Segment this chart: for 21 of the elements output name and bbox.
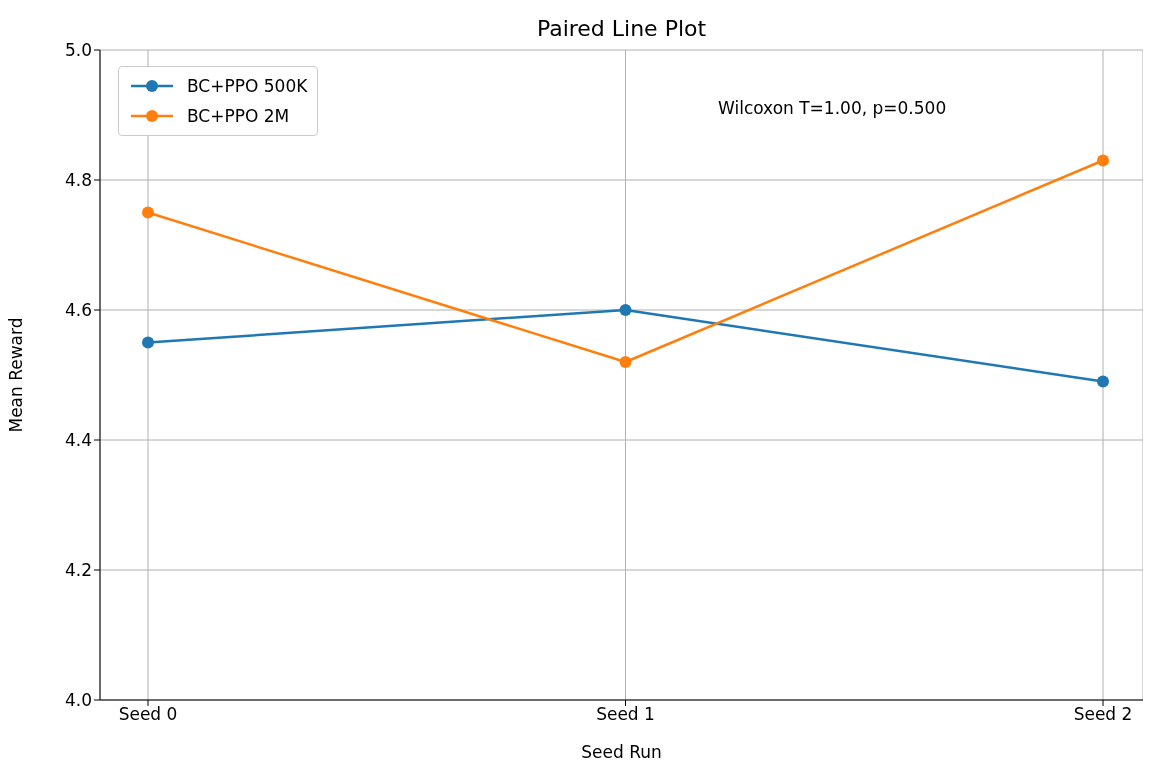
y-tick-label: 4.8 (64, 170, 92, 191)
y-tick-label: 4.2 (64, 560, 92, 581)
x-tick-label: Seed 0 (118, 704, 178, 725)
chart-title: Paired Line Plot (535, 16, 708, 41)
legend-label: BC+PPO 2M (187, 105, 290, 128)
point (1097, 375, 1109, 388)
point (1097, 154, 1109, 167)
x-axis-title: Seed Run (581, 742, 662, 762)
point (619, 304, 632, 316)
y-axis-title: Mean Reward (6, 317, 27, 433)
point (142, 206, 154, 219)
y-tick-label: 4.6 (64, 300, 92, 321)
y-tick-label: 4.4 (64, 430, 92, 451)
x-tick-label: Seed 1 (596, 704, 655, 725)
y-tick-label: 5.0 (64, 40, 92, 61)
y-tick-label: 4.0 (64, 690, 92, 711)
legend-label: BC+PPO 500K (187, 75, 308, 98)
x-tick-label: Seed 2 (1073, 704, 1133, 725)
point (142, 336, 154, 349)
point (619, 356, 632, 368)
annotation: Wilcoxon T=1.00, p=0.500 (718, 98, 947, 118)
